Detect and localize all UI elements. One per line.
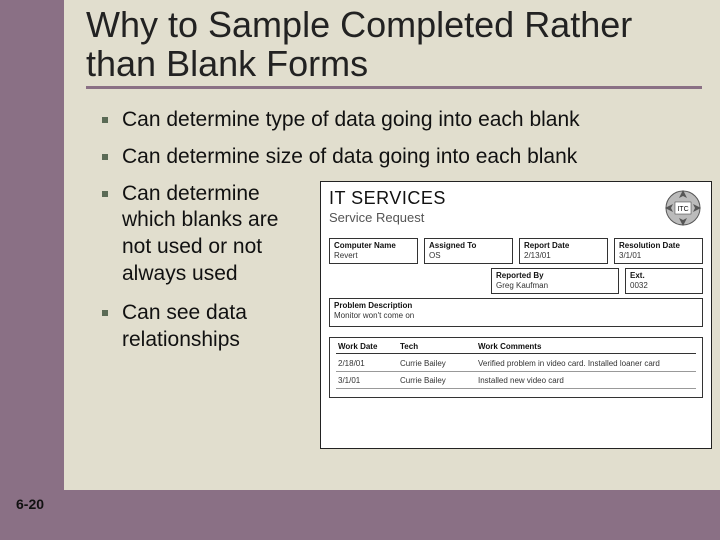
work-table: Work Date Tech Work Comments 2/18/01 Cur…: [329, 337, 703, 398]
form-header: IT SERVICES Service Request ITC: [329, 188, 703, 228]
cell-comments: Verified problem in video card. Installe…: [478, 359, 694, 368]
table-rule: [336, 388, 696, 389]
field-value: 2/13/01: [524, 251, 603, 260]
cell-tech: Currie Bailey: [400, 376, 478, 385]
table-rule: [336, 371, 696, 372]
field-label: Report Date: [524, 241, 603, 250]
work-table-header: Work Date Tech Work Comments: [336, 342, 696, 353]
lower-bullets: Can determine which blanks are not used …: [102, 181, 312, 449]
form-title-main: IT SERVICES: [329, 188, 446, 209]
field-report-date: Report Date 2/13/01: [519, 238, 608, 264]
field-resolution-date: Resolution Date 3/1/01: [614, 238, 703, 264]
table-row: 2/18/01 Currie Bailey Verified problem i…: [336, 357, 696, 370]
lower-area: Can determine which blanks are not used …: [64, 181, 720, 449]
field-value: OS: [429, 251, 508, 260]
col-comments: Work Comments: [478, 342, 694, 351]
cell-date: 3/1/01: [338, 376, 400, 385]
col-work-date: Work Date: [338, 342, 400, 351]
cell-comments: Installed new video card: [478, 376, 694, 385]
logo-text: ITC: [677, 206, 688, 213]
col-tech: Tech: [400, 342, 478, 351]
form-header-left: IT SERVICES Service Request: [329, 188, 446, 225]
field-value: Revert: [334, 251, 413, 260]
bullet-text: Can determine size of data going into ea…: [122, 144, 577, 171]
field-assigned-to: Assigned To OS: [424, 238, 513, 264]
top-bullets: Can determine type of data going into ea…: [64, 93, 720, 171]
slide: Why to Sample Completed Rather than Blan…: [0, 0, 720, 540]
table-rule: [336, 353, 696, 354]
field-label: Ext.: [630, 271, 698, 280]
field-reported-by: Reported By Greg Kaufman: [491, 268, 619, 294]
form-title-sub: Service Request: [329, 210, 446, 225]
form-logo-icon: ITC: [663, 188, 703, 228]
field-computer-name: Computer Name Revert: [329, 238, 418, 264]
field-label: Resolution Date: [619, 241, 698, 250]
bullet-text: Can determine which blanks are not used …: [122, 181, 312, 289]
bullet-item: Can determine size of data going into ea…: [102, 144, 702, 171]
title-underline: [86, 86, 702, 89]
bullet-text: Can determine type of data going into ea…: [122, 107, 580, 134]
form-row-2: Reported By Greg Kaufman Ext. 0032: [329, 268, 703, 294]
bullet-icon: [102, 191, 108, 197]
field-ext: Ext. 0032: [625, 268, 703, 294]
form-row-1: Computer Name Revert Assigned To OS Repo…: [329, 238, 703, 264]
field-value: Greg Kaufman: [496, 281, 614, 290]
title-block: Why to Sample Completed Rather than Blan…: [64, 0, 720, 93]
field-problem-description: Problem Description Monitor won't come o…: [329, 298, 703, 327]
bullet-icon: [102, 117, 108, 123]
bullet-icon: [102, 310, 108, 316]
content-panel: Why to Sample Completed Rather than Blan…: [64, 0, 720, 490]
page-number: 6-20: [16, 496, 44, 512]
field-label: Assigned To: [429, 241, 508, 250]
field-label: Reported By: [496, 271, 614, 280]
cell-tech: Currie Bailey: [400, 359, 478, 368]
bullet-item: Can see data relationships: [102, 300, 312, 354]
bullet-item: Can determine which blanks are not used …: [102, 181, 312, 289]
field-value: 3/1/01: [619, 251, 698, 260]
slide-title: Why to Sample Completed Rather than Blan…: [86, 6, 702, 84]
cell-date: 2/18/01: [338, 359, 400, 368]
table-row: 3/1/01 Currie Bailey Installed new video…: [336, 374, 696, 387]
field-label: Problem Description: [334, 301, 698, 310]
bullet-item: Can determine type of data going into ea…: [102, 107, 702, 134]
field-value: 0032: [630, 281, 698, 290]
sample-form: IT SERVICES Service Request ITC: [320, 181, 712, 449]
field-label: Computer Name: [334, 241, 413, 250]
bullet-icon: [102, 154, 108, 160]
field-value: Monitor won't come on: [334, 311, 698, 320]
bullet-text: Can see data relationships: [122, 300, 312, 354]
